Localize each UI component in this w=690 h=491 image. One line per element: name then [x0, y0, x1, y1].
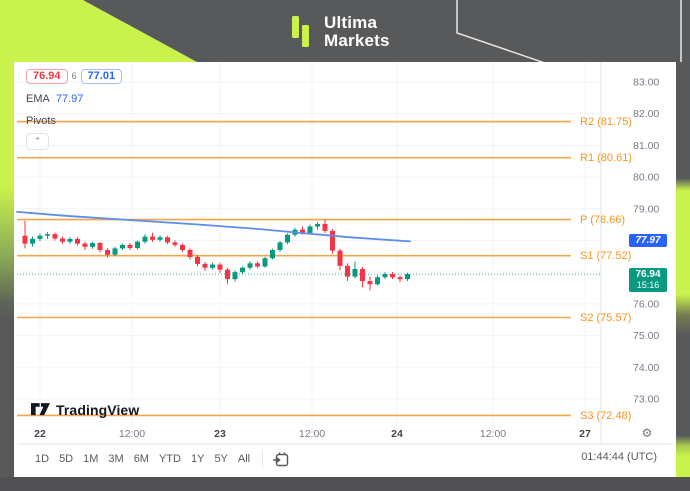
ema-legend-row: EMA 77.97 [26, 93, 122, 106]
go-to-date-button[interactable] [270, 449, 291, 470]
time-axis-settings-button[interactable]: ⚙ [639, 425, 655, 441]
svg-text:79.00: 79.00 [633, 203, 659, 215]
ema-value: 77.97 [55, 93, 84, 105]
pivot-label-P: P (78.66) [580, 214, 625, 226]
sell-price-button[interactable]: 76.94 [26, 68, 68, 84]
spread-value: 6 [71, 71, 77, 81]
hexagon-outline [456, 0, 545, 62]
range-button-all[interactable]: All [237, 453, 251, 465]
range-button-6m[interactable]: 6M [133, 453, 149, 465]
toolbar-divider [262, 451, 264, 467]
svg-text:82.00: 82.00 [633, 108, 659, 120]
brand-line-2: Markets [324, 31, 390, 50]
pivot-label-S3: S3 (72.48) [580, 410, 631, 422]
candles-group [22, 219, 410, 291]
svg-text:27: 27 [579, 428, 591, 440]
range-button-5d[interactable]: 5D [59, 453, 74, 465]
ema-label: EMA [26, 93, 50, 105]
ultima-markets-logo: Ultima Markets [292, 14, 390, 50]
pivot-lines: R2 (81.75) R1 (80.61) P (78.66) S1 (77.52) S… [17, 116, 632, 422]
buy-price-button[interactable]: 77.01 [80, 68, 123, 84]
pivots-legend-row: Pivots [26, 115, 122, 128]
pivots-label: Pivots [26, 115, 56, 127]
svg-text:75.00: 75.00 [633, 330, 659, 342]
gear-icon: ⚙ [641, 426, 653, 440]
range-button-1m[interactable]: 1M [83, 453, 99, 465]
gridlines [17, 62, 601, 426]
bottom-frame-bar [0, 477, 690, 491]
chart-bottom-toolbar: 1D 5D 1M 3M 6M YTD 1Y 5Y All 01:44:44 (UTC) [14, 446, 676, 472]
chevron-up-icon: ⌃ [33, 136, 42, 146]
candlestick-chart-canvas[interactable]: R2 (81.75) R1 (80.61) P (78.66) S1 (77.52) S… [14, 62, 676, 477]
tradingview-logo-icon [31, 403, 50, 416]
lime-wedge [0, 0, 197, 62]
brand-line-1: Ultima [324, 13, 378, 32]
svg-text:12:00: 12:00 [119, 428, 145, 440]
range-button-3m[interactable]: 3M [108, 453, 124, 465]
utc-clock: 01:44:44 (UTC) [581, 451, 657, 463]
svg-text:76.00: 76.00 [633, 298, 659, 310]
pivot-label-S2: S2 (75.57) [580, 312, 631, 324]
header-banner: Ultima Markets [0, 0, 690, 62]
ema-price-badge: 77.97 [629, 234, 667, 248]
range-button-1y[interactable]: 1Y [190, 453, 205, 465]
header-decor-shapes [0, 0, 682, 62]
pivot-label-R2: R2 (81.75) [580, 116, 632, 128]
last-price-badge: 76.94 15:16 [629, 268, 667, 293]
calendar-icon [273, 452, 289, 466]
svg-text:83.00: 83.00 [633, 76, 659, 88]
ema-line [16, 211, 411, 243]
left-accent-strip [0, 62, 17, 477]
ultima-logo-icon [292, 14, 314, 50]
tradingview-wordmark: TradingView [56, 402, 140, 418]
bar-countdown: 15:16 [636, 280, 660, 291]
bid-ask-row: 76.94 6 77.01 [26, 68, 123, 84]
svg-text:12:00: 12:00 [480, 428, 506, 440]
range-button-ytd[interactable]: YTD [158, 453, 181, 465]
svg-text:81.00: 81.00 [633, 140, 659, 152]
date-range-buttons: 1D 5D 1M 3M 6M YTD 1Y 5Y All [30, 450, 255, 468]
legend-collapse-button[interactable]: ⌃ [26, 133, 49, 150]
pivot-label-R1: R1 (80.61) [580, 152, 632, 164]
x-axis-labels: 22 12:00 23 12:00 24 12:00 27 [34, 428, 591, 440]
chart-legend: 76.94 6 77.01 EMA 77.97 Pivots ⌃ [26, 68, 123, 150]
svg-text:74.00: 74.00 [633, 362, 659, 374]
svg-text:22: 22 [34, 428, 46, 440]
range-button-1d[interactable]: 1D [35, 453, 50, 465]
range-button-5y[interactable]: 5Y [214, 453, 228, 465]
right-accent-strip [676, 62, 690, 477]
svg-text:12:00: 12:00 [299, 428, 325, 440]
svg-text:73.00: 73.00 [633, 393, 659, 405]
svg-text:23: 23 [214, 428, 226, 440]
svg-text:80.00: 80.00 [633, 172, 659, 184]
svg-text:24: 24 [391, 428, 403, 440]
pivot-label-S1: S1 (77.52) [580, 250, 631, 262]
hexagon-outline-right [680, 0, 682, 62]
tradingview-attribution-link[interactable]: TradingView [31, 402, 139, 418]
chart-card: R2 (81.75) R1 (80.61) P (78.66) S1 (77.52) S… [14, 62, 676, 477]
